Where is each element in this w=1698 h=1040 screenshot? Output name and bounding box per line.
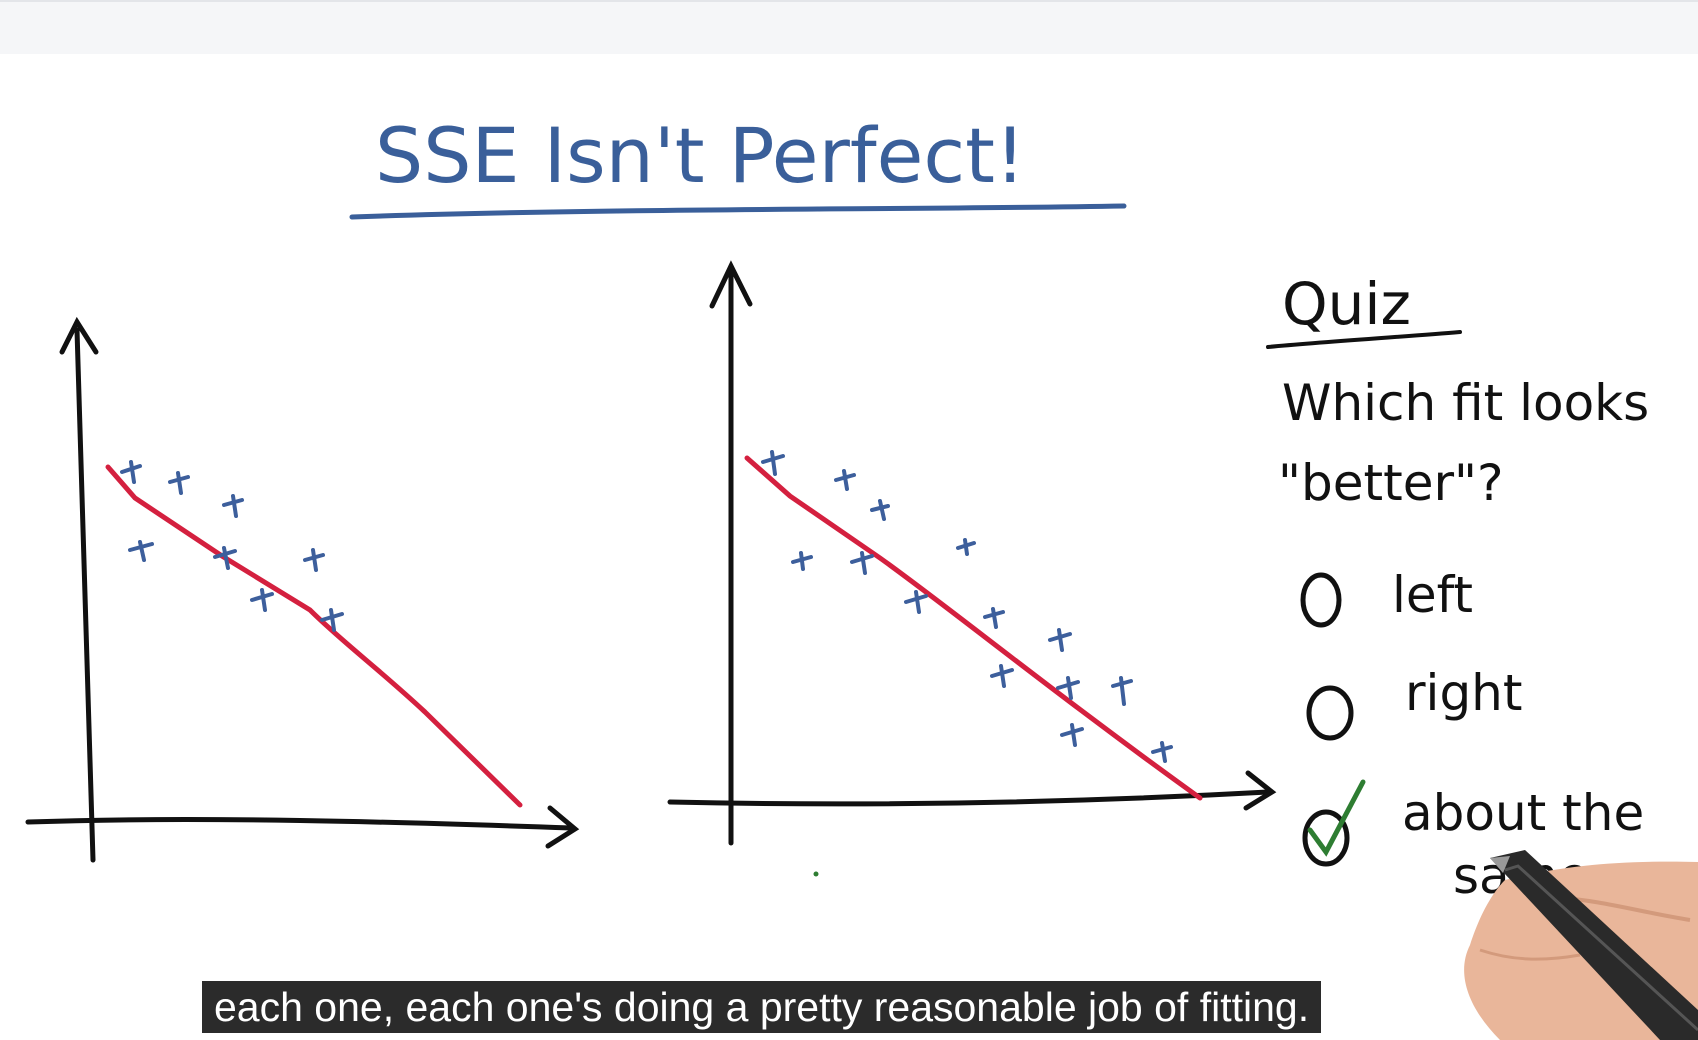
data-point <box>1048 628 1072 652</box>
data-point <box>120 460 142 484</box>
option-right-label: right <box>1405 664 1522 722</box>
data-point <box>983 607 1005 629</box>
data-point <box>1056 676 1080 700</box>
data-point <box>1111 676 1133 706</box>
quiz-question-line1: Which fit looks <box>1282 374 1649 432</box>
right-x-axis <box>667 789 1271 807</box>
data-point <box>990 664 1014 688</box>
data-point <box>168 471 190 495</box>
data-point <box>303 548 325 572</box>
option-left-label: left <box>1392 566 1473 624</box>
left-y-arrowhead <box>59 316 99 355</box>
left-fit-line <box>105 464 523 808</box>
option-same-label: about the <box>1402 784 1644 842</box>
left-plot <box>25 316 580 863</box>
right-x-arrowhead <box>1243 770 1277 811</box>
data-point <box>222 494 244 518</box>
right-fit-line <box>744 455 1203 801</box>
stray-dot <box>813 871 819 877</box>
data-point <box>870 499 890 521</box>
data-point <box>250 588 274 612</box>
radio-checked-icon[interactable] <box>1302 809 1350 867</box>
slide-title: SSE Isn't Perfect! <box>375 111 1025 200</box>
data-point <box>834 469 856 491</box>
data-point <box>761 450 785 476</box>
data-point <box>213 546 237 570</box>
data-point <box>128 540 154 562</box>
radio-empty-icon[interactable] <box>1306 685 1354 741</box>
left-points <box>120 460 344 632</box>
right-y-arrowhead <box>709 260 753 309</box>
quiz-question-line2: "better"? <box>1278 454 1504 512</box>
quiz-underline <box>1266 330 1462 349</box>
left-y-axis <box>74 327 96 863</box>
title-underline <box>349 203 1127 220</box>
right-plot <box>667 260 1277 877</box>
quiz-panel: Quiz Which fit looks "better"? left righ… <box>1266 270 1649 905</box>
left-x-axis <box>25 817 575 831</box>
top-bar <box>0 0 1698 56</box>
data-point <box>850 551 874 575</box>
left-x-arrowhead <box>545 805 580 849</box>
radio-empty-icon[interactable] <box>1300 572 1342 628</box>
video-caption: each one, each one's doing a pretty reas… <box>202 981 1322 1033</box>
pen-hand-icon <box>1464 850 1698 1040</box>
quiz-label: Quiz <box>1282 270 1411 338</box>
right-points <box>761 450 1173 763</box>
checkmark-icon <box>1307 779 1366 857</box>
data-point <box>791 551 813 571</box>
data-point <box>320 608 344 632</box>
data-point <box>956 538 976 556</box>
data-point <box>1060 723 1084 747</box>
data-point <box>1151 741 1173 763</box>
data-point <box>904 590 928 614</box>
video-frame <box>0 54 1698 1040</box>
